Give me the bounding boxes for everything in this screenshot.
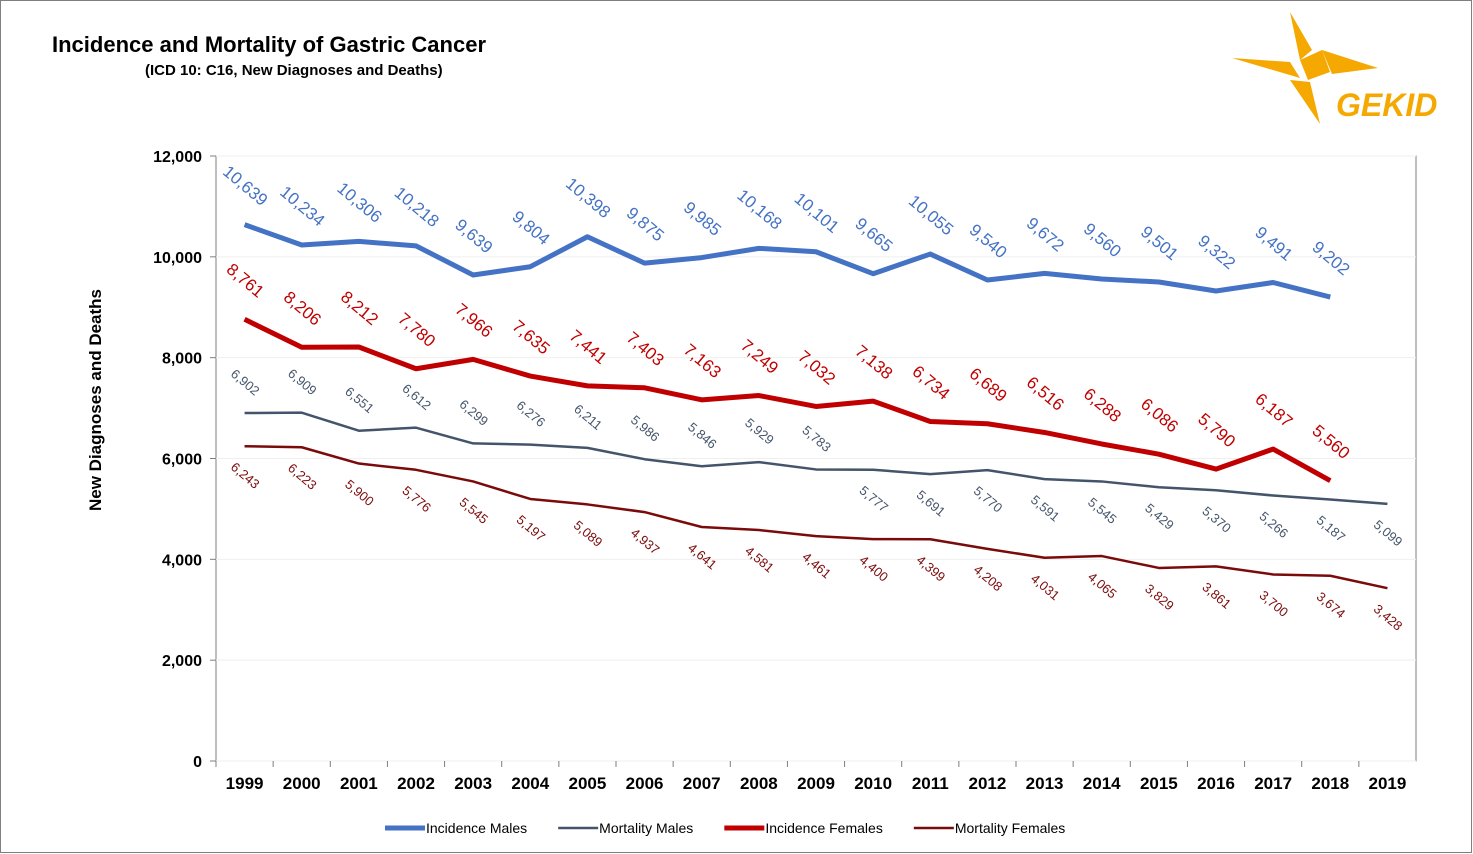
y-tick-label: 8,000	[162, 351, 202, 368]
x-tick-label: 2001	[340, 774, 378, 793]
logo-text: GEKID	[1336, 87, 1437, 123]
series-line	[244, 411, 1388, 506]
chart-title: Incidence and Mortality of Gastric Cance…	[52, 32, 486, 57]
series-line	[243, 317, 1332, 483]
y-tick-label: 4,000	[162, 552, 202, 569]
logo-shape	[1290, 80, 1320, 124]
series-line	[243, 222, 1331, 300]
x-tick-label: 2002	[397, 774, 435, 793]
x-tick-label: 2015	[1140, 774, 1178, 793]
legend-label: Incidence Males	[426, 820, 527, 836]
chart-subtitle: (ICD 10: C16, New Diagnoses and Deaths)	[145, 62, 443, 79]
x-tick-label: 2006	[626, 774, 664, 793]
series-line	[244, 444, 1388, 590]
x-tick-label: 2012	[969, 774, 1007, 793]
x-tick-label: 2013	[1026, 774, 1064, 793]
x-tick-label: 2004	[511, 774, 549, 793]
x-tick-label: 2016	[1197, 774, 1235, 793]
x-tick-label: 2005	[569, 774, 607, 793]
y-tick-label: 10,000	[153, 250, 202, 267]
x-tick-label: 1999	[226, 774, 264, 793]
x-tick-label: 2010	[854, 774, 892, 793]
x-tick-label: 2019	[1369, 774, 1407, 793]
legend-label: Mortality Females	[955, 820, 1065, 836]
x-tick-label: 2009	[797, 774, 835, 793]
logo-shape	[1300, 50, 1330, 80]
y-axis-label: New Diagnoses and Deaths	[86, 289, 105, 511]
x-tick-label: 2007	[683, 774, 721, 793]
x-tick-label: 2000	[283, 774, 321, 793]
y-tick-label: 0	[193, 754, 202, 771]
legend-label: Mortality Males	[599, 820, 693, 836]
x-tick-label: 2018	[1311, 774, 1349, 793]
legend-label: Incidence Females	[765, 820, 883, 836]
legend: Incidence Males Mortality Males Incidence …	[385, 820, 1065, 836]
y-tick-label: 6,000	[162, 452, 202, 469]
logo-shape	[1290, 12, 1312, 60]
logo: GEKID	[1232, 12, 1437, 124]
y-tick-label: 2,000	[162, 653, 202, 670]
logo-shape	[1232, 58, 1300, 78]
x-tick-label: 2011	[912, 774, 949, 793]
y-tick-label: 12,000	[153, 149, 202, 166]
x-tick-label: 2017	[1254, 774, 1292, 793]
x-tick-label: 2014	[1083, 774, 1121, 793]
x-tick-label: 2003	[454, 774, 492, 793]
x-tick-label: 2008	[740, 774, 778, 793]
logo-shape	[1322, 50, 1378, 74]
